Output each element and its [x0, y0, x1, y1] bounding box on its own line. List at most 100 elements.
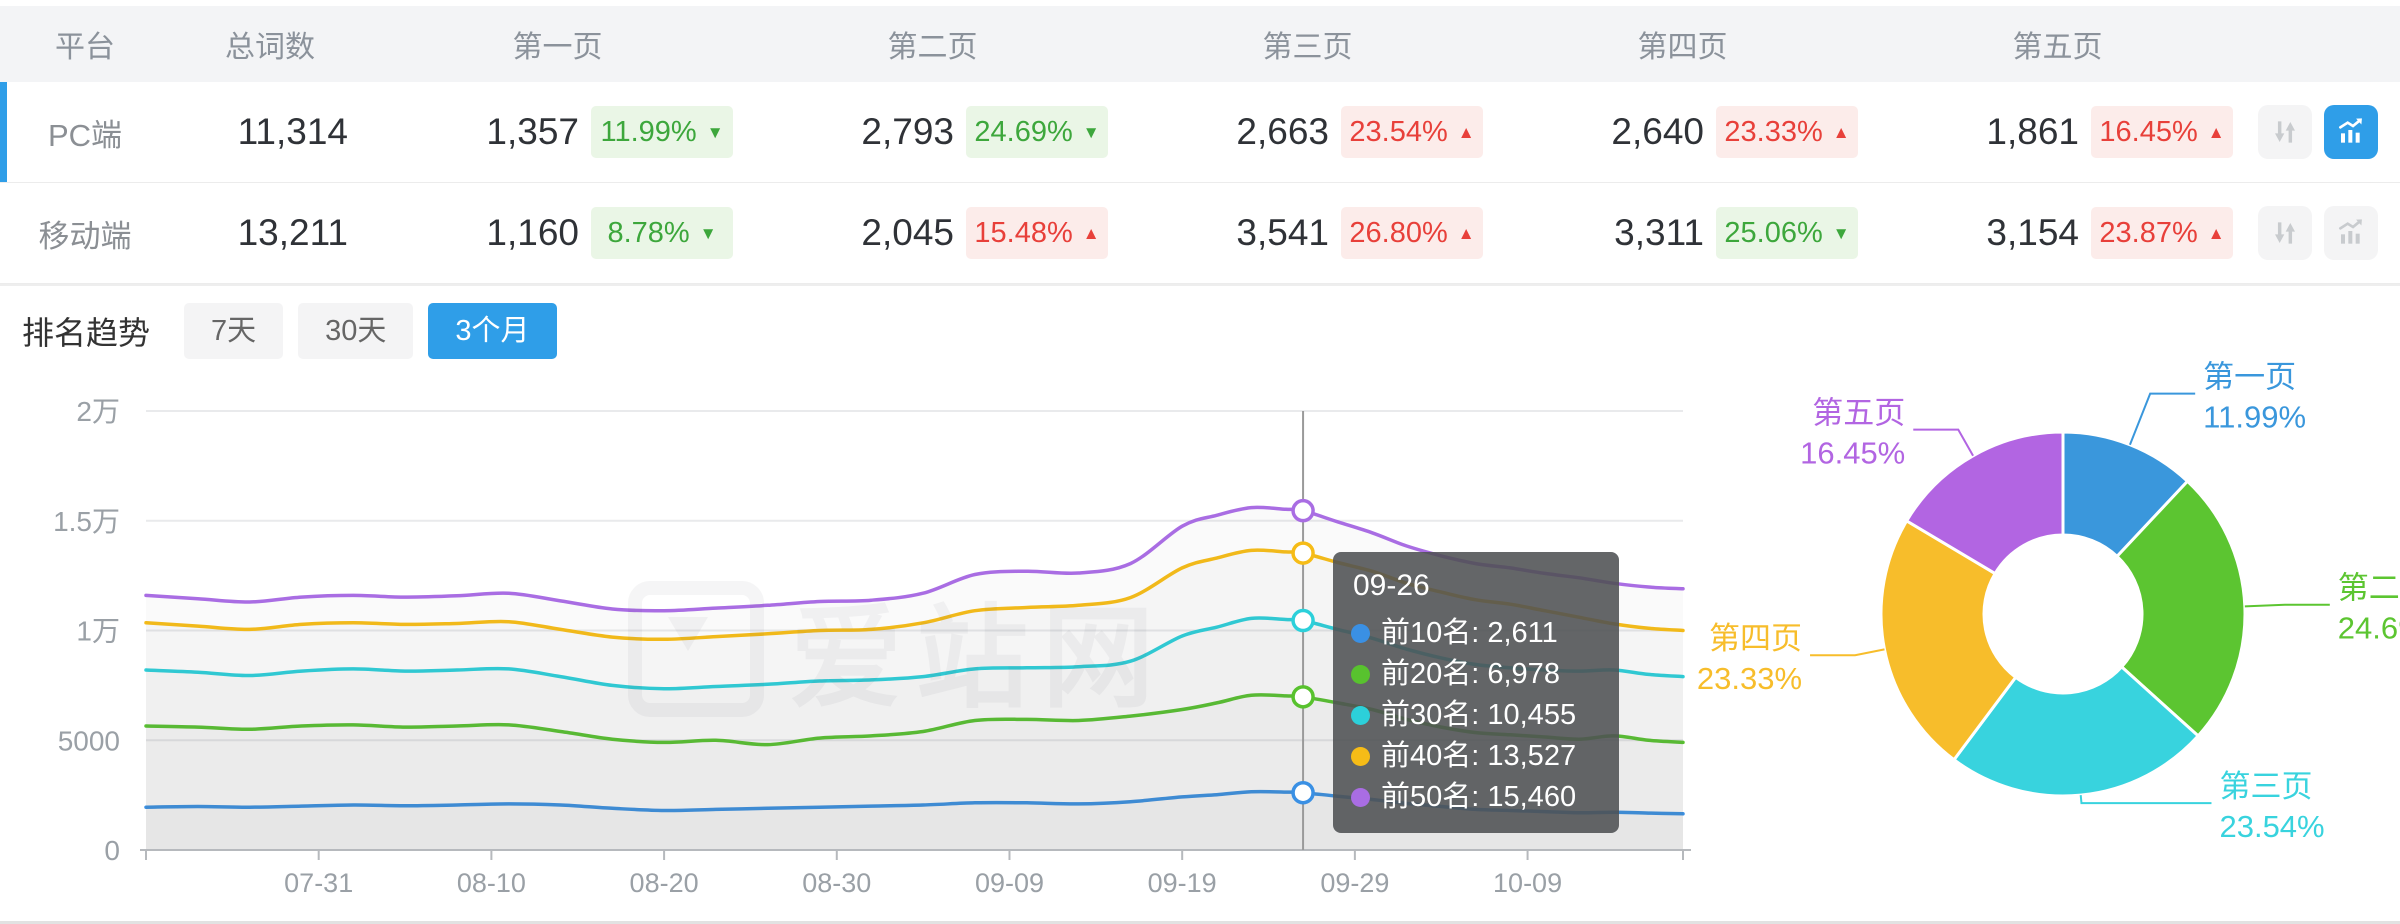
- donut-label-line: [2129, 392, 2196, 446]
- tooltip-entry: 前50名: 15,460: [1351, 777, 1603, 818]
- col-header-page2: 第二页: [887, 31, 978, 64]
- page2-count: 2,793: [861, 111, 954, 152]
- hover-marker-前10名: [1291, 780, 1315, 805]
- series-dot-icon: [1351, 788, 1370, 807]
- trend-range-tab-3个月[interactable]: 3个月: [428, 303, 557, 359]
- page3-count: 2,663: [1236, 111, 1329, 152]
- x-axis-label: 09-09: [975, 868, 1044, 898]
- x-axis-label: 09-19: [1148, 868, 1217, 898]
- donut-label-percent: 23.33%: [1697, 661, 1802, 696]
- y-axis-label: 1.5万: [53, 506, 120, 537]
- donut-slice-第二页[interactable]: [2114, 479, 2247, 739]
- donut-slice-第三页[interactable]: [1951, 664, 2201, 798]
- donut-label-name: 第二页: [2338, 571, 2400, 606]
- series-dot-icon: [1351, 747, 1370, 766]
- row-actions: [2245, 206, 2400, 260]
- page-distribution-donut-chart[interactable]: 第一页 11.99% 第二页 24.69% 第三页 23.54% 第四页 23.33% 第五页 1…: [1640, 240, 2400, 860]
- change-percent: 23.33%: [1724, 115, 1823, 148]
- col-header-total-words: 总词数: [225, 31, 315, 64]
- donut-label-percent: 16.45%: [1800, 436, 1905, 471]
- tooltip-entry: 前20名: 6,978: [1351, 654, 1603, 695]
- donut-slice-第四页[interactable]: [1879, 518, 2018, 762]
- x-axis-label: 08-30: [802, 868, 871, 898]
- tooltip-entry-text: 前30名: 10,455: [1381, 699, 1577, 731]
- page4-cell: 2,640 23.33% ▲: [1495, 106, 1870, 158]
- x-axis-label: 09-29: [1320, 868, 1389, 898]
- donut-label-line: [2079, 795, 2212, 805]
- donut-label-percent: 24.69%: [2338, 611, 2400, 646]
- y-axis-label: 5000: [58, 725, 120, 756]
- arrow-down-icon: ▼: [1832, 223, 1850, 243]
- sort-button[interactable]: [2258, 105, 2312, 159]
- page1-count: 1,160: [486, 212, 579, 253]
- bottom-divider: [0, 921, 2400, 924]
- trend-header: 排名趋势 7天 30天 3个月: [22, 303, 572, 359]
- total-words-value: 13,211: [237, 212, 348, 253]
- sort-arrows-icon: [2275, 121, 2295, 143]
- arrow-up-icon: ▲: [1457, 122, 1475, 142]
- change-badge: 16.45% ▲: [2091, 106, 2233, 158]
- page3-cell: 2,663 23.54% ▲: [1120, 106, 1495, 158]
- change-percent: 23.87%: [2099, 216, 2198, 249]
- page1-cell: 1,357 11.99% ▼: [370, 106, 745, 158]
- hover-marker-前30名: [1291, 608, 1315, 633]
- hover-marker-前20名: [1291, 685, 1315, 709]
- arrow-down-icon: ▼: [699, 223, 717, 243]
- x-axis-label: 08-10: [457, 868, 526, 898]
- x-axis-label: 10-09: [1493, 868, 1562, 898]
- platform-label: PC端: [47, 117, 123, 153]
- show-trend-button[interactable]: [2324, 206, 2378, 260]
- change-badge: 8.78% ▼: [591, 207, 733, 259]
- donut-label-percent: 23.54%: [2219, 809, 2324, 844]
- sort-button[interactable]: [2258, 206, 2312, 260]
- page2-count: 2,045: [861, 212, 954, 253]
- change-badge: 26.80% ▲: [1341, 207, 1483, 259]
- donut-label-line: [1810, 648, 1885, 657]
- donut-label-name: 第三页: [2219, 769, 2312, 804]
- tooltip-entry-text: 前10名: 2,611: [1381, 617, 1558, 649]
- arrow-up-icon: ▲: [1457, 223, 1475, 243]
- change-badge: 23.87% ▲: [2091, 207, 2233, 259]
- y-axis-label: 0: [104, 835, 120, 866]
- change-badge: 25.06% ▼: [1716, 207, 1858, 259]
- page2-cell: 2,793 24.69% ▼: [745, 106, 1120, 158]
- change-badge: 23.33% ▲: [1716, 106, 1858, 158]
- show-trend-button[interactable]: [2324, 105, 2378, 159]
- col-header-page5: 第五页: [2012, 31, 2103, 64]
- page5-count: 1,861: [1986, 111, 2079, 152]
- trend-chart-icon: [2339, 219, 2362, 244]
- change-percent: 25.06%: [1724, 216, 1823, 249]
- tooltip-date: 09-26: [1353, 569, 1430, 602]
- change-badge: 24.69% ▼: [966, 106, 1108, 158]
- series-dot-icon: [1351, 706, 1370, 725]
- tooltip-entry-text: 前40名: 13,527: [1381, 740, 1577, 772]
- page2-cell: 2,045 15.48% ▲: [745, 207, 1120, 259]
- change-badge: 11.99% ▼: [591, 106, 733, 158]
- col-header-page4: 第四页: [1637, 31, 1728, 64]
- trend-range-tab-7天[interactable]: 7天: [184, 303, 284, 359]
- table-row[interactable]: PC端 11,314 1,357 11.99% ▼ 2,793 24.69% ▼ 2,663 23…: [0, 82, 2400, 183]
- trend-chart-icon: [2339, 118, 2362, 143]
- page5-count: 3,154: [1986, 212, 2079, 253]
- donut-label-line: [2244, 603, 2330, 608]
- donut-label-line: [1913, 428, 1974, 457]
- page4-count: 2,640: [1611, 111, 1704, 152]
- x-axis-label: 07-31: [284, 868, 353, 898]
- change-percent: 8.78%: [607, 216, 690, 249]
- y-axis-label: 2万: [76, 396, 120, 427]
- series-dot-icon: [1351, 665, 1370, 684]
- donut-slice-第五页[interactable]: [1904, 430, 2065, 576]
- page3-cell: 3,541 26.80% ▲: [1120, 207, 1495, 259]
- page5-cell: 3,154 23.87% ▲: [1870, 207, 2245, 259]
- col-header-page1: 第一页: [512, 31, 603, 64]
- trend-range-tab-30天[interactable]: 30天: [298, 303, 414, 359]
- row-actions: [2245, 105, 2400, 159]
- page4-cell: 3,311 25.06% ▼: [1495, 207, 1870, 259]
- donut-label-name: 第五页: [1812, 396, 1905, 431]
- chart-tooltip: 09-26 前10名: 2,611 前20名: 6,978 前30名: 10,455…: [1333, 552, 1619, 833]
- table-row[interactable]: 移动端 13,211 1,160 8.78% ▼ 2,045 15.48% ▲ 3,541 26.…: [0, 183, 2400, 284]
- arrow-up-icon: ▲: [1832, 122, 1850, 142]
- page1-count: 1,357: [486, 111, 579, 152]
- hover-marker-前40名: [1291, 541, 1315, 565]
